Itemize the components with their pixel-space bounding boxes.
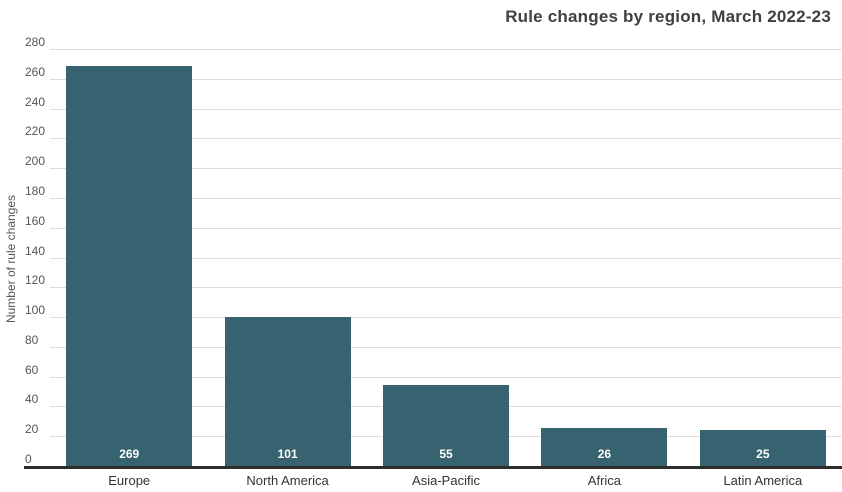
y-axis-tick-label: 20 [25, 422, 39, 437]
gridline [50, 138, 842, 140]
x-axis-category-label: Latin America [723, 473, 803, 488]
bar-group: 101 [208, 50, 366, 467]
bar-group: 25 [684, 50, 842, 467]
y-axis-tick-label: 0 [25, 452, 32, 466]
bar-value-label: 269 [119, 447, 140, 461]
x-axis-category-label: Europe [108, 473, 151, 488]
y-axis-tick-label: 240 [25, 94, 46, 109]
gridline [50, 108, 842, 110]
y-axis-tick-label: 200 [25, 154, 46, 169]
bar-north-america: 101 [224, 316, 351, 467]
bar-value-label: 55 [439, 447, 453, 461]
x-axis-category-label: North America [246, 473, 329, 488]
y-axis-tick-label: 140 [25, 243, 46, 258]
x-axis-category-label: Asia-Pacific [412, 473, 480, 488]
y-axis-tick-label: 260 [25, 64, 46, 79]
y-axis-tick-label: 160 [25, 213, 46, 228]
bars-layer: 269 101 55 26 25 [50, 50, 842, 467]
y-axis-title: Number of rule changes [4, 194, 18, 324]
y-axis-tick-label: 120 [25, 273, 46, 288]
chart-title: Rule changes by region, March 2022-23 [505, 7, 831, 26]
y-axis-tick-label: 80 [25, 332, 39, 347]
bar-value-label: 25 [756, 447, 770, 461]
gridline [50, 197, 842, 199]
gridline [50, 78, 842, 80]
bar-africa: 26 [541, 428, 668, 467]
y-axis-tick-label: 100 [25, 303, 46, 318]
y-axis-tick-label: 180 [25, 183, 46, 198]
bar-group: 26 [525, 50, 683, 467]
gridline [50, 168, 842, 170]
x-axis-category-label: Africa [587, 473, 622, 488]
bar-group: 55 [367, 50, 525, 467]
gridline [50, 257, 842, 259]
bar-group: 269 [50, 50, 208, 467]
y-axis-tick-label: 40 [25, 392, 39, 407]
y-axis-tick-label: 220 [25, 124, 46, 139]
gridline [50, 227, 842, 229]
gridline [50, 49, 842, 50]
y-axis-tick-label: 60 [25, 362, 39, 377]
plot-area: 0 20 40 60 80 100 120 140 160 180 200 220 240 260 280 … [25, 36, 842, 467]
bar-asia-pacific: 55 [383, 385, 510, 467]
gridline [50, 287, 842, 289]
bar-europe: 269 [66, 66, 193, 467]
gridline [50, 346, 842, 348]
bar-latin-america: 25 [699, 429, 826, 467]
gridline [50, 317, 842, 319]
x-axis-labels: Europe North America Asia-Pacific Africa Lat… [50, 473, 842, 488]
bar-value-label: 101 [277, 447, 298, 461]
y-axis-tick-label: 280 [25, 35, 46, 49]
gridline [50, 376, 842, 378]
x-axis-baseline [24, 466, 842, 469]
bar-value-label: 26 [597, 447, 612, 461]
